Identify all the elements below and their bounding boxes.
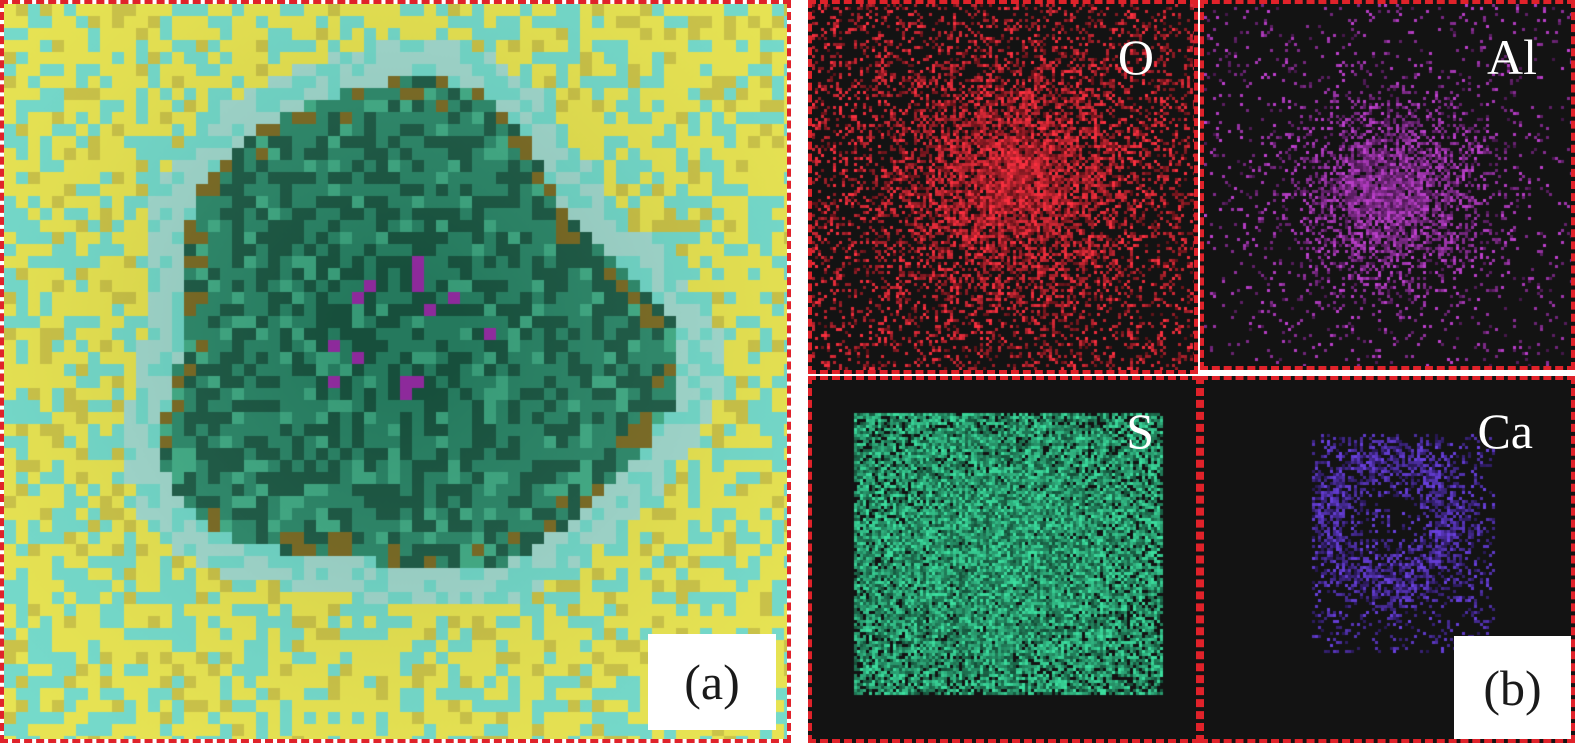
calcium-label: Ca (1477, 403, 1533, 459)
aluminum-map-panel: Al (1200, 0, 1575, 370)
oxygen-map-panel: O (808, 0, 1198, 374)
oxygen-label: O (1117, 29, 1154, 85)
sulfur-map-image (812, 380, 1196, 739)
aluminum-label: Al (1487, 29, 1537, 85)
calcium-map-panel: Ca (b) (1200, 376, 1575, 743)
sulfur-label: S (1126, 403, 1154, 459)
composite-eds-map-image (4, 4, 787, 739)
oxygen-map-image (812, 4, 1194, 370)
panel-a-label: (a) (648, 634, 776, 730)
composite-map-panel: (a) (0, 0, 791, 743)
sulfur-map-panel: S (808, 376, 1200, 743)
aluminum-map-image (1204, 4, 1571, 366)
panel-b-label: (b) (1454, 636, 1571, 739)
